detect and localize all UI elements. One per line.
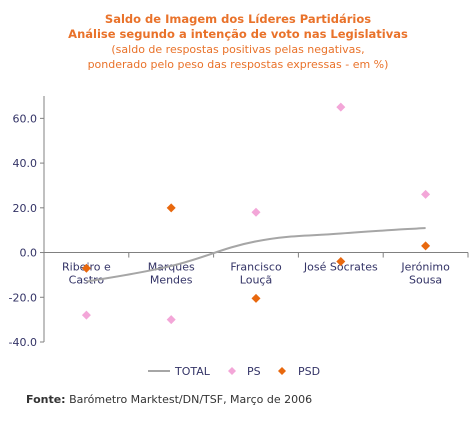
chart-note-line1: (saldo de respostas positivas pelas nega… xyxy=(111,43,365,56)
legend-psd-label: PSD xyxy=(298,365,320,378)
legend-ps-label: PS xyxy=(247,365,261,378)
legend-total-label: TOTAL xyxy=(174,365,211,378)
y-tick-label: 0.0 xyxy=(20,247,38,260)
x-tick-label: Mendes xyxy=(150,274,193,287)
psd-point xyxy=(251,293,261,303)
psd-point xyxy=(166,203,176,213)
y-tick-label: -20.0 xyxy=(9,291,37,304)
y-tick-label: -40.0 xyxy=(9,336,37,349)
markers xyxy=(81,102,431,325)
ps-point xyxy=(421,189,431,199)
psd-point xyxy=(421,241,431,251)
x-tick-label: Sousa xyxy=(409,274,442,287)
chart-note-line2: ponderado pelo peso das respostas expres… xyxy=(87,58,389,71)
chart-subtitle: Análise segundo a intenção de voto nas L… xyxy=(68,27,408,41)
total-series xyxy=(86,226,426,283)
y-tick-label: 60.0 xyxy=(13,112,38,125)
legend-psd-swatch xyxy=(278,367,286,375)
x-tick-label: Francisco xyxy=(230,261,282,274)
legend-ps-swatch xyxy=(228,367,236,375)
x-tick-label: Marques xyxy=(148,261,195,274)
psd-point xyxy=(336,256,346,266)
x-tick-label: Jerónimo xyxy=(400,261,450,274)
source-label: Fonte: xyxy=(26,393,66,406)
source-note: Fonte: Barómetro Marktest/DN/TSF, Março … xyxy=(26,393,312,406)
x-tick-label: José Sócrates xyxy=(303,261,378,274)
ps-point xyxy=(251,207,261,217)
y-tick-label: 40.0 xyxy=(13,157,38,170)
legend: TOTAL PS PSD xyxy=(148,365,320,378)
chart-title: Saldo de Imagem dos Líderes Partidários xyxy=(104,12,372,26)
source-text: Barómetro Marktest/DN/TSF, Março de 2006 xyxy=(69,393,313,406)
psd-point xyxy=(81,263,91,273)
y-tick-label: 20.0 xyxy=(13,202,38,215)
chart-titles: Saldo de Imagem dos Líderes Partidários … xyxy=(0,12,476,72)
total-line-path xyxy=(86,226,426,283)
x-tick-label: Castro xyxy=(69,274,105,287)
ps-point xyxy=(166,315,176,325)
ps-point xyxy=(81,310,91,320)
x-tick-label: Louçã xyxy=(240,274,272,287)
ps-point xyxy=(336,102,346,112)
